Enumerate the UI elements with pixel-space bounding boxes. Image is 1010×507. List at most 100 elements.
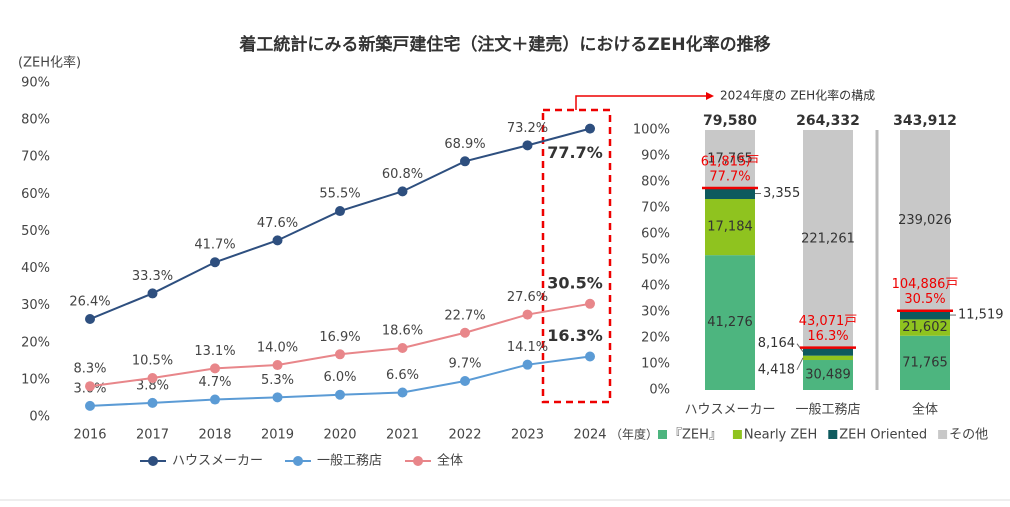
leader-line bbox=[796, 357, 804, 371]
data-label: 27.6% bbox=[507, 290, 548, 305]
bar-segment bbox=[705, 255, 755, 390]
segment-label: 3,355 bbox=[763, 186, 800, 201]
chart-title: 着工統計にみる新築戸建住宅（注文＋建売）におけるZEH化率の推移 bbox=[238, 34, 770, 55]
data-point bbox=[460, 376, 470, 387]
legend-label: 一般工務店 bbox=[317, 453, 382, 469]
segment-label: 17,184 bbox=[707, 220, 753, 235]
data-label: 4.7% bbox=[198, 375, 231, 390]
segment-label: 30,489 bbox=[805, 368, 851, 383]
data-label: 5.3% bbox=[261, 373, 294, 388]
data-point bbox=[335, 389, 345, 400]
segment-label: 239,026 bbox=[898, 213, 952, 228]
zeh-rate-label: 16.3% bbox=[807, 329, 848, 344]
y-tick-label: 80% bbox=[641, 175, 670, 190]
bar-segment bbox=[900, 130, 950, 311]
bar-segment bbox=[705, 199, 755, 256]
data-label: 13.1% bbox=[194, 344, 235, 359]
total-label: 79,580 bbox=[703, 113, 757, 129]
data-point bbox=[585, 123, 595, 134]
y-tick-label: 30% bbox=[21, 298, 50, 313]
bar-segment bbox=[900, 335, 950, 390]
data-point bbox=[272, 392, 283, 403]
x-tick-label: 2017 bbox=[136, 428, 169, 443]
data-point bbox=[210, 394, 220, 405]
y-tick-label: 20% bbox=[641, 331, 670, 346]
data-point bbox=[397, 342, 408, 353]
data-point bbox=[335, 349, 345, 360]
segment-label: 17,765 bbox=[707, 152, 753, 167]
y-tick-label: 20% bbox=[21, 335, 50, 350]
y-tick-label: 90% bbox=[21, 76, 50, 91]
bar-segment bbox=[803, 360, 853, 390]
data-label: 68.9% bbox=[444, 137, 485, 152]
data-point bbox=[397, 387, 408, 398]
legend-marker bbox=[658, 430, 667, 439]
data-point bbox=[460, 156, 470, 167]
y-tick-label: 100% bbox=[633, 123, 670, 138]
x-tick-label: 一般工務店 bbox=[795, 402, 860, 418]
legend-marker bbox=[938, 430, 948, 439]
data-point bbox=[272, 235, 283, 246]
segment-label: 8,164 bbox=[758, 336, 795, 351]
data-label: 14.1% bbox=[507, 340, 548, 355]
zeh-rate-label: 30.5% bbox=[904, 292, 945, 307]
y-tick-label: 0% bbox=[649, 383, 670, 398]
y-tick-label: 50% bbox=[641, 253, 670, 268]
data-label: 16.9% bbox=[319, 330, 360, 345]
segment-label: 4,418 bbox=[758, 362, 795, 377]
data-point bbox=[397, 186, 408, 197]
data-label: 41.7% bbox=[194, 238, 235, 253]
x-axis-label: （年度） bbox=[610, 427, 658, 442]
segment-label: 221,261 bbox=[801, 231, 855, 246]
x-tick-label: 2019 bbox=[261, 428, 294, 443]
bar-segment bbox=[803, 355, 853, 361]
data-point bbox=[210, 363, 220, 374]
segment-label: 71,765 bbox=[902, 355, 948, 370]
x-tick-label: 2022 bbox=[448, 428, 481, 443]
data-point bbox=[460, 327, 470, 338]
y-axis-label: (ZEH化率) bbox=[18, 55, 81, 71]
arrow-head bbox=[706, 92, 714, 100]
legend-marker bbox=[828, 430, 838, 439]
data-label: 47.6% bbox=[257, 216, 298, 231]
y-tick-label: 70% bbox=[21, 150, 50, 165]
data-point bbox=[85, 400, 95, 411]
subchart-title: 2024年度の ZEH化率の構成 bbox=[720, 88, 875, 103]
zeh-count-label: 104,886戸 bbox=[892, 277, 959, 292]
data-label: 14.0% bbox=[257, 341, 298, 356]
y-tick-label: 10% bbox=[641, 357, 670, 372]
data-point bbox=[85, 381, 95, 392]
y-tick-label: 70% bbox=[641, 201, 670, 216]
data-point bbox=[147, 397, 158, 408]
data-label: 26.4% bbox=[69, 295, 110, 310]
legend-marker bbox=[732, 430, 742, 439]
data-label: 8.3% bbox=[73, 362, 106, 377]
data-label: 22.7% bbox=[444, 308, 485, 323]
legend-label: その他 bbox=[949, 428, 988, 443]
bar-segment bbox=[803, 130, 853, 348]
data-label: 16.3% bbox=[547, 326, 603, 345]
segment-label: 41,276 bbox=[707, 315, 753, 330]
data-label: 6.6% bbox=[386, 368, 419, 383]
y-tick-label: 0% bbox=[29, 410, 50, 425]
y-tick-label: 90% bbox=[641, 149, 670, 164]
data-point bbox=[335, 206, 345, 217]
y-tick-label: 10% bbox=[21, 372, 50, 387]
x-tick-label: 2021 bbox=[386, 428, 419, 443]
total-label: 343,912 bbox=[893, 113, 957, 129]
data-point bbox=[272, 360, 283, 371]
data-label: 73.2% bbox=[507, 121, 548, 136]
x-tick-label: 2020 bbox=[323, 428, 356, 443]
y-tick-label: 80% bbox=[21, 113, 50, 128]
data-label: 77.7% bbox=[547, 143, 603, 162]
legend-label: 全体 bbox=[437, 453, 463, 469]
x-tick-label: 2023 bbox=[511, 428, 544, 443]
data-point bbox=[522, 359, 533, 370]
legend-label: Nearly ZEH bbox=[744, 428, 817, 443]
bar-segment bbox=[705, 188, 755, 200]
segment-label: 21,602 bbox=[902, 320, 948, 335]
data-point bbox=[522, 309, 533, 320]
zeh-count-label: 43,071戸 bbox=[799, 314, 858, 329]
x-tick-label: 2024 bbox=[573, 428, 606, 443]
